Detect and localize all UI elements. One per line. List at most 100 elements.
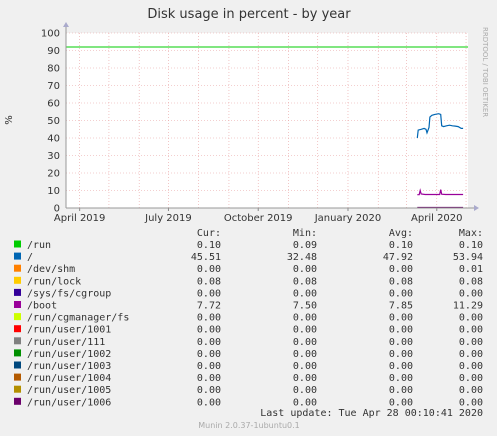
y-tick-label: 30 [47, 151, 60, 162]
legend-name: /run/user/111 [27, 337, 105, 348]
legend-swatch [14, 337, 21, 345]
y-tick-label: 50 [47, 116, 60, 127]
y-tick-label: 0 [54, 204, 60, 215]
y-axis-arrow [63, 22, 69, 27]
legend-avg: 0.00 [389, 397, 413, 408]
legend-avg: 0.00 [389, 361, 413, 372]
legend-min: 0.00 [293, 313, 317, 324]
legend-max: 11.29 [453, 301, 483, 312]
legend-name: /run/lock [27, 276, 81, 287]
series-line [416, 113, 464, 139]
legend-max: 0.10 [459, 240, 483, 251]
legend-max: 53.94 [453, 252, 483, 263]
legend-max: 0.00 [459, 288, 483, 299]
legend-avg: 0.00 [389, 373, 413, 384]
legend-cur: 0.00 [197, 325, 221, 336]
legend-swatch [14, 349, 21, 357]
x-axis-arrow [474, 205, 479, 211]
legend-max: 0.00 [459, 325, 483, 336]
legend: Cur: Min: Avg: Max: /run 0.10 0.09 0.10 0.10 / 45.… [14, 228, 483, 408]
legend-avg: 0.08 [389, 276, 413, 287]
legend-cur: 45.51 [191, 252, 221, 263]
legend-cur: 7.72 [197, 301, 221, 312]
x-tick-label: July 2019 [144, 213, 192, 224]
legend-max: 0.00 [459, 313, 483, 324]
legend-swatch [14, 252, 21, 260]
legend-avg: 7.85 [389, 301, 413, 312]
legend-max: 0.00 [459, 385, 483, 396]
legend-max: 0.08 [459, 276, 483, 287]
legend-name: /run/user/1006 [27, 397, 111, 408]
legend-max: 0.00 [459, 337, 483, 348]
x-tick-label: January 2020 [314, 213, 382, 224]
legend-min: 0.00 [293, 264, 317, 275]
legend-min: 0.00 [293, 349, 317, 360]
y-tick-label: 90 [47, 46, 60, 57]
legend-swatch [14, 385, 21, 393]
legend-min: 0.00 [293, 397, 317, 408]
legend-swatch [14, 397, 21, 405]
last-update: Last update: Tue Apr 28 00:10:41 2020 [260, 408, 483, 419]
legend-swatch [14, 325, 21, 333]
chart-title: Disk usage in percent - by year [147, 7, 351, 22]
legend-min: 0.00 [293, 385, 317, 396]
legend-swatch [14, 288, 21, 296]
legend-avg: 0.00 [389, 313, 413, 324]
x-tick-label: April 2020 [411, 213, 462, 224]
legend-name: /run/user/1005 [27, 385, 111, 396]
legend-header-min: Min: [293, 228, 317, 239]
legend-avg: 47.92 [383, 252, 413, 263]
legend-min: 32.48 [287, 252, 317, 263]
legend-min: 0.09 [293, 240, 317, 251]
legend-cur: 0.00 [197, 349, 221, 360]
legend-name: /run [27, 240, 51, 251]
legend-cur: 0.00 [197, 385, 221, 396]
legend-min: 0.00 [293, 373, 317, 384]
y-axis-label: % [4, 115, 15, 125]
legend-min: 0.00 [293, 288, 317, 299]
legend-min: 7.50 [293, 301, 317, 312]
rrdtool-credit: RRDTOOL / TOBI OETIKER [481, 27, 489, 117]
legend-header-cur: Cur: [197, 228, 221, 239]
legend-name: /run/user/1001 [27, 325, 111, 336]
legend-cur: 0.00 [197, 337, 221, 348]
legend-cur: 0.00 [197, 313, 221, 324]
y-tick-label: 100 [41, 29, 60, 40]
legend-name: / [27, 252, 33, 263]
y-tick-label: 40 [47, 134, 60, 145]
legend-max: 0.00 [459, 373, 483, 384]
legend-swatch [14, 264, 21, 272]
legend-cur: 0.00 [197, 373, 221, 384]
y-tick-label: 20 [47, 169, 60, 180]
legend-swatch [14, 313, 21, 321]
legend-header-max: Max: [459, 228, 483, 239]
legend-name: /boot [27, 301, 57, 312]
legend-cur: 0.00 [197, 361, 221, 372]
legend-avg: 0.00 [389, 325, 413, 336]
munin-version: Munin 2.0.37-1ubuntu0.1 [198, 421, 300, 430]
legend-name: /run/cgmanager/fs [27, 313, 129, 324]
legend-avg: 0.00 [389, 337, 413, 348]
legend-min: 0.00 [293, 337, 317, 348]
legend-max: 0.00 [459, 349, 483, 360]
legend-max: 0.00 [459, 361, 483, 372]
legend-cur: 0.10 [197, 240, 221, 251]
legend-swatch [14, 373, 21, 381]
legend-max: 0.01 [459, 264, 483, 275]
plot-area: 0 10 20 30 40 50 60 70 80 90 100 April 2019 July 201… [41, 22, 479, 224]
legend-name: /run/user/1003 [27, 361, 111, 372]
legend-min: 0.00 [293, 325, 317, 336]
legend-name: /sys/fs/cgroup [27, 288, 111, 299]
legend-avg: 0.00 [389, 264, 413, 275]
y-tick-label: 60 [47, 99, 60, 110]
legend-min: 0.08 [293, 276, 317, 287]
legend-cur: 0.00 [197, 264, 221, 275]
y-tick-label: 70 [47, 81, 60, 92]
legend-min: 0.00 [293, 361, 317, 372]
legend-cur: 0.00 [197, 397, 221, 408]
legend-avg: 0.10 [389, 240, 413, 251]
legend-avg: 0.00 [389, 385, 413, 396]
legend-swatch [14, 276, 21, 284]
legend-avg: 0.00 [389, 288, 413, 299]
